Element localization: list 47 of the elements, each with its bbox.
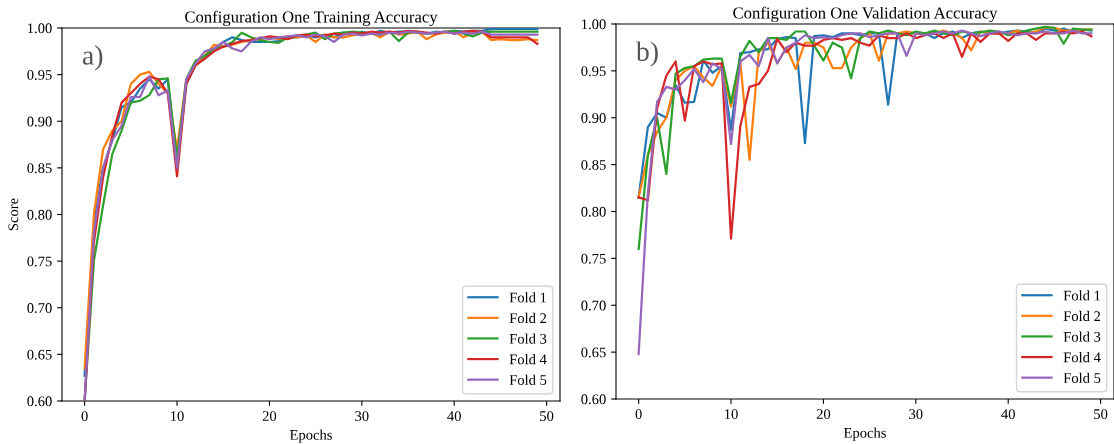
x-tick-label: 20 bbox=[262, 411, 277, 421]
legend-label: Fold 2 bbox=[1063, 310, 1101, 322]
x-tick-label: 40 bbox=[447, 411, 461, 421]
y-tick-label: 0.60 bbox=[27, 396, 52, 407]
x-tick-label: 30 bbox=[355, 411, 369, 421]
x-tick-label: 10 bbox=[725, 409, 738, 419]
x-tick-label: 10 bbox=[171, 411, 184, 421]
y-tick-label: 0.90 bbox=[27, 116, 52, 127]
y-tick-label: 0.65 bbox=[581, 347, 606, 358]
legend-label: Fold 2 bbox=[509, 312, 547, 324]
x-tick-label: 0 bbox=[635, 409, 642, 419]
chart-title: Configuration One Validation Accuracy bbox=[733, 6, 998, 23]
x-axis-title: Epochs bbox=[289, 429, 332, 443]
y-tick-label: 0.65 bbox=[27, 349, 52, 360]
y-tick-label: 1.00 bbox=[28, 23, 52, 34]
x-tick-label: 50 bbox=[1094, 409, 1108, 419]
x-tick-label: 40 bbox=[1001, 409, 1015, 419]
x-tick-label: 0 bbox=[81, 411, 88, 421]
y-tick-label: 0.85 bbox=[27, 163, 52, 174]
y-tick-label: 0.90 bbox=[581, 113, 606, 124]
y-tick-label: 0.95 bbox=[27, 69, 52, 80]
annotation: a) bbox=[82, 45, 103, 71]
legend-label: Fold 4 bbox=[1063, 352, 1101, 363]
legend-label: Fold 3 bbox=[509, 333, 547, 344]
y-tick-label: 0.80 bbox=[27, 209, 52, 220]
legend-label: Fold 1 bbox=[509, 292, 546, 303]
legend-label: Fold 1 bbox=[1063, 290, 1100, 301]
legend-label: Fold 5 bbox=[509, 374, 547, 385]
annotation: b) bbox=[635, 41, 658, 67]
y-tick-label: 0.75 bbox=[581, 253, 606, 264]
x-tick-label: 50 bbox=[540, 411, 554, 421]
y-tick-label: 0.70 bbox=[581, 300, 606, 311]
x-tick-label: 20 bbox=[816, 409, 831, 419]
y-axis-title: Score bbox=[8, 198, 19, 231]
y-tick-label: 0.85 bbox=[581, 159, 606, 170]
legend-label: Fold 5 bbox=[1063, 372, 1101, 383]
y-tick-label: 0.60 bbox=[581, 394, 606, 405]
legend-label: Fold 3 bbox=[1063, 331, 1101, 342]
y-tick-label: 0.80 bbox=[581, 206, 606, 217]
y-tick-label: 0.70 bbox=[27, 303, 52, 314]
legend-label: Fold 4 bbox=[509, 354, 547, 365]
y-tick-label: 0.95 bbox=[581, 66, 606, 77]
x-axis-title: Epochs bbox=[843, 427, 886, 441]
y-tick-label: 0.75 bbox=[27, 256, 52, 267]
chart-title: Configuration One Training Accuracy bbox=[185, 10, 438, 27]
x-tick-label: 30 bbox=[909, 409, 923, 419]
y-tick-label: 1.00 bbox=[582, 19, 606, 30]
